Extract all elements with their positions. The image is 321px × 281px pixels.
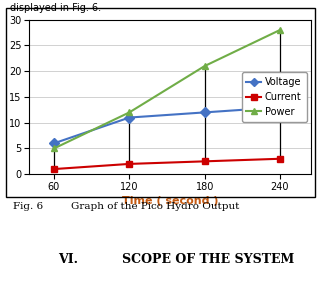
Power <box>278 28 282 32</box>
Voltage <box>278 106 282 109</box>
Legend: Voltage, Current, Power: Voltage, Current, Power <box>242 72 307 122</box>
Line: Power: Power <box>50 26 283 152</box>
Text: SCOPE OF THE SYSTEM: SCOPE OF THE SYSTEM <box>122 253 294 266</box>
Power <box>52 147 56 150</box>
Power <box>127 111 131 114</box>
Text: Fig. 6: Fig. 6 <box>13 202 43 211</box>
Power <box>203 64 207 68</box>
Text: Graph of the Pico Hydro Output: Graph of the Pico Hydro Output <box>71 202 239 211</box>
Current <box>52 167 56 171</box>
Text: VI.: VI. <box>58 253 78 266</box>
Current <box>278 157 282 160</box>
Line: Current: Current <box>50 155 283 173</box>
X-axis label: Time ( second ): Time ( second ) <box>122 196 218 206</box>
Voltage <box>127 116 131 119</box>
Voltage <box>203 111 207 114</box>
Current <box>127 162 131 166</box>
Voltage <box>52 142 56 145</box>
Current <box>203 160 207 163</box>
Text: displayed in Fig. 6.: displayed in Fig. 6. <box>10 3 101 13</box>
Line: Voltage: Voltage <box>50 104 283 147</box>
